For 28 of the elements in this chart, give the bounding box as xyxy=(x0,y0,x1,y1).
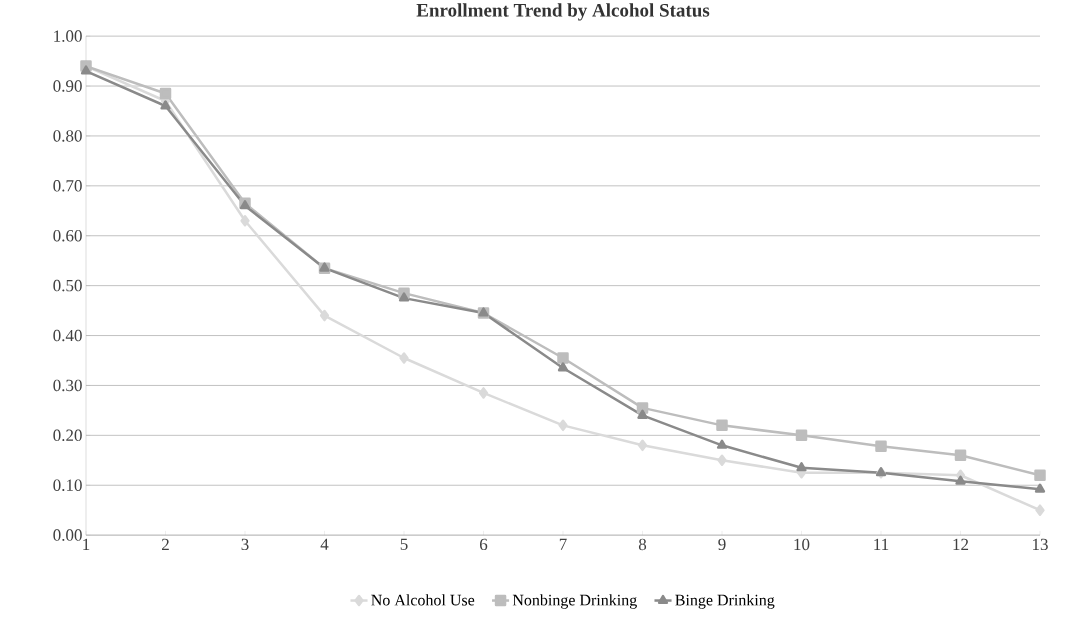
x-tick-label: 8 xyxy=(638,538,647,551)
x-tick-label: 12 xyxy=(953,538,969,550)
y-tick-label: 0.80 xyxy=(53,130,82,142)
y-tick-label: 0.90 xyxy=(53,80,82,92)
y-tick-label: 0.40 xyxy=(53,329,82,342)
y-tick-label: 0.70 xyxy=(53,180,82,192)
x-tick-label: 2 xyxy=(162,538,169,550)
x-tick-label: 13 xyxy=(1033,538,1048,551)
legend-label: Binge Drinking xyxy=(675,594,775,609)
chart-title: Enrollment Trend by Alcohol Status xyxy=(416,3,710,21)
x-tick-label: 10 xyxy=(794,538,810,551)
legend-label: Nonbinge Drinking xyxy=(512,594,637,609)
x-tick-label: 1 xyxy=(83,538,90,550)
y-tick-label: 0.10 xyxy=(53,479,82,491)
y-tick-label: 0.00 xyxy=(53,529,82,541)
x-tick-label: 6 xyxy=(479,538,488,551)
y-tick-label: 0.30 xyxy=(53,379,82,392)
x-tick-label: 7 xyxy=(559,538,567,550)
y-tick-label: 0.50 xyxy=(53,279,82,292)
x-tick-label: 4 xyxy=(320,538,329,550)
y-tick-label: 0.20 xyxy=(53,429,82,442)
legend-label: No Alcohol Use xyxy=(371,594,475,606)
x-tick-label: 9 xyxy=(718,538,726,551)
y-tick-label: 1.00 xyxy=(54,30,82,42)
x-tick-label: 3 xyxy=(241,538,249,551)
y-tick-label: 0.60 xyxy=(53,229,82,242)
x-tick-label: 5 xyxy=(400,538,408,550)
x-tick-label: 11 xyxy=(874,538,889,550)
